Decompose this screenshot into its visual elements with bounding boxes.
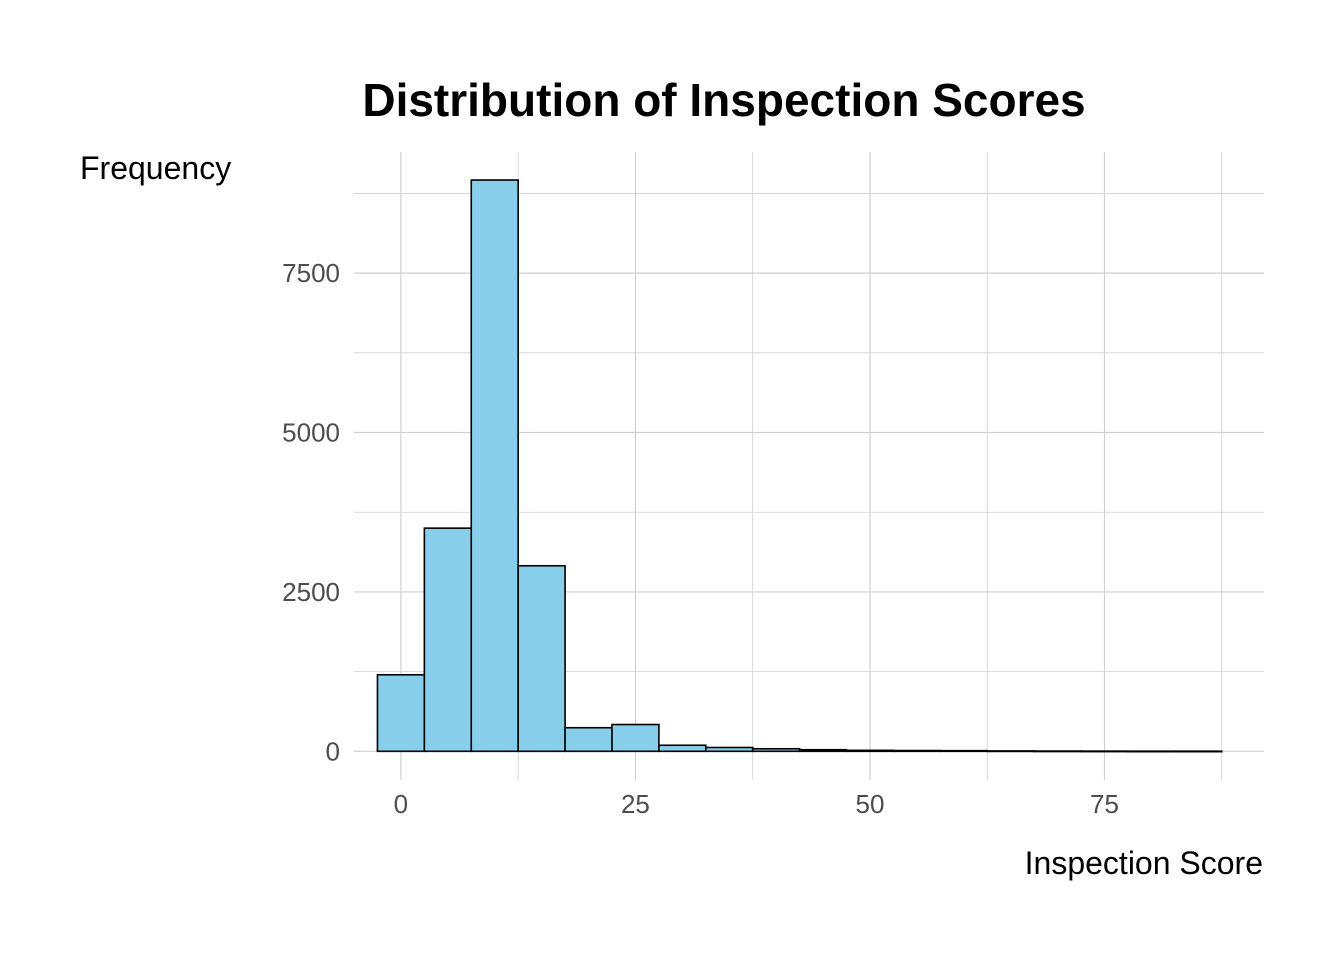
histogram-bar (986, 750, 1035, 753)
histogram-bar (564, 726, 613, 753)
histogram-bar (658, 744, 707, 753)
histogram-bar (1033, 750, 1082, 753)
y-axis-title: Frequency (80, 150, 231, 186)
histogram-bar (1080, 750, 1129, 753)
histogram-bar (376, 674, 426, 753)
x-tick-label: 50 (856, 789, 885, 819)
x-tick-label: 0 (394, 789, 408, 819)
chart-title: Distribution of Inspection Scores (362, 74, 1085, 126)
x-axis-ticks: 0 25 50 75 (394, 789, 1119, 819)
y-tick-label: 7500 (282, 258, 340, 288)
histogram-bar (798, 748, 848, 753)
histogram-bar (470, 179, 519, 753)
histogram-bar (939, 749, 989, 753)
y-tick-label: 2500 (282, 577, 340, 607)
y-tick-label: 0 (326, 736, 340, 766)
y-tick-label: 5000 (282, 418, 340, 448)
histogram-bar (517, 564, 566, 753)
histogram-bar (892, 749, 942, 753)
bars (376, 179, 1223, 753)
x-axis-title: Inspection Score (1025, 845, 1263, 881)
y-axis-ticks: 0 2500 5000 7500 (282, 258, 340, 766)
histogram-bar (1127, 750, 1176, 753)
histogram-bar (1174, 750, 1223, 753)
histogram-bar (705, 746, 754, 753)
histogram-bar (845, 749, 895, 753)
x-tick-label: 25 (621, 789, 650, 819)
x-tick-label: 75 (1090, 789, 1119, 819)
histogram-bar (423, 527, 473, 753)
histogram-bar (751, 747, 801, 753)
histogram-bar (611, 723, 660, 753)
